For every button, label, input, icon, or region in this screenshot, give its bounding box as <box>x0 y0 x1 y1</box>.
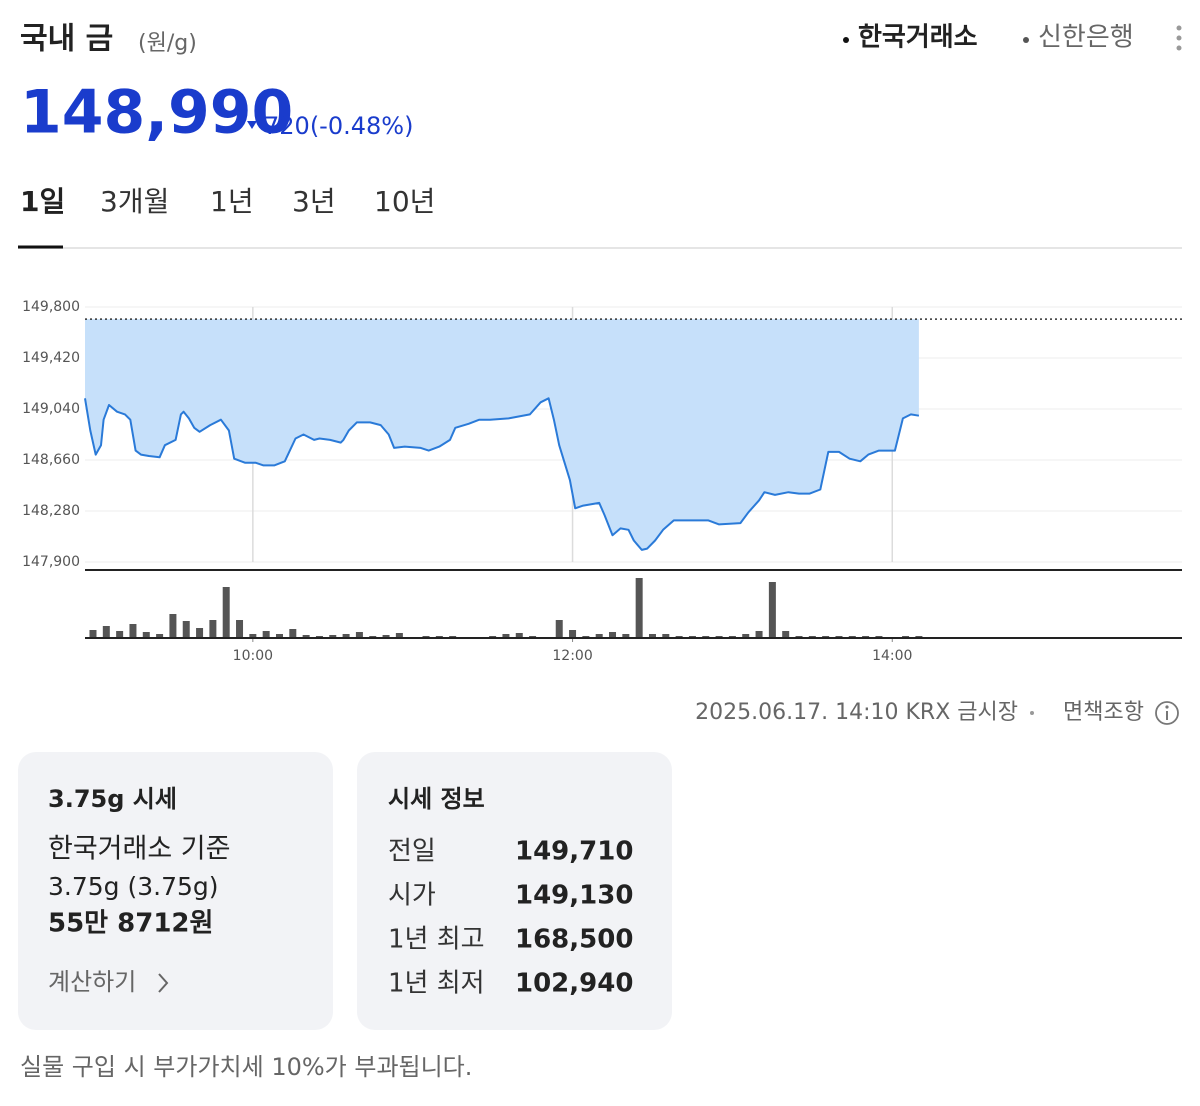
note: 실물 구입 시 부가가치세 10%가 부과됩니다. <box>20 1053 472 1081</box>
tabs: 1일 3개월 1년 3년 10년 <box>20 185 435 218</box>
volume-bar <box>662 634 670 638</box>
calc-link[interactable]: 계산하기 <box>48 968 136 996</box>
price-line <box>84 397 920 551</box>
y-tick-label: 147,900 <box>22 554 80 570</box>
disclaimer[interactable]: 면책조항 <box>1063 700 1144 725</box>
area-fill <box>85 319 919 550</box>
volume-bar <box>302 635 310 638</box>
card <box>18 752 333 1030</box>
info-value: 149,130 <box>515 881 633 911</box>
volume-bar <box>102 626 110 638</box>
tab[interactable]: 3년 <box>292 185 336 218</box>
volume-bar <box>622 634 630 638</box>
card-title: 시세 정보 <box>388 785 485 813</box>
info-icon[interactable] <box>1155 701 1179 725</box>
bullet <box>843 37 849 43</box>
info-value: 168,500 <box>515 925 633 955</box>
y-tick-label: 149,040 <box>22 401 80 417</box>
volume-bar <box>635 578 643 638</box>
info-label: 시가 <box>388 881 436 911</box>
volume-bar <box>555 620 563 638</box>
volume-bar <box>648 634 656 638</box>
volume-bar <box>116 631 124 638</box>
volume-bar <box>196 628 204 638</box>
timestamp: 2025.06.17. 14:10 <box>695 700 898 725</box>
volume-bar <box>609 632 617 638</box>
volume-bar <box>382 635 390 638</box>
volume-bar <box>515 633 523 638</box>
card-line: 3.75g (3.75g) <box>48 872 219 901</box>
tab[interactable]: 3개월 <box>100 185 169 218</box>
volume-bar <box>768 582 776 638</box>
volume-bar <box>169 614 177 638</box>
volume-bar <box>262 631 270 638</box>
price-change: 720(-0.48%) <box>264 112 413 140</box>
change-pct: (-0.48%) <box>310 112 414 140</box>
volume-bar <box>342 634 350 638</box>
market: KRX 금시장 <box>906 700 1019 725</box>
x-tick-label: 10:00 <box>233 648 273 664</box>
tab[interactable]: 1일 <box>20 185 65 218</box>
separator <box>1030 711 1034 715</box>
info-label: 전일 <box>388 837 436 867</box>
chevron <box>158 973 169 993</box>
unit: (원/g) <box>138 31 197 56</box>
source-tab[interactable]: 신한은행 <box>1038 23 1134 53</box>
info-label: 1년 최고 <box>388 925 485 955</box>
volume-bar <box>156 634 164 638</box>
volume-bar <box>249 634 257 638</box>
volume-bar <box>209 620 217 638</box>
info-rows: 전일 149,710 시가 149,130 1년 최고 168,500 1년 최저 102,9… <box>388 837 633 999</box>
volume-bar <box>275 634 283 638</box>
volume-bar <box>142 632 150 638</box>
card-line: 한국거래소 기준 <box>48 834 230 865</box>
volume-bar <box>782 631 790 638</box>
tab[interactable]: 10년 <box>374 185 435 218</box>
volume-bar <box>329 635 337 638</box>
change: 720 <box>264 112 310 140</box>
chart: 147,900 148,280 148,660 149,040 149,420 149,8… <box>22 299 1182 664</box>
volume-bar <box>595 634 603 638</box>
volume-bar <box>89 630 97 638</box>
source-info: 2025.06.17. 14:10 KRX 금시장 <box>695 700 1018 725</box>
more-menu[interactable] <box>1176 25 1182 51</box>
card <box>357 752 672 1030</box>
x-tick-label: 12:00 <box>552 648 592 664</box>
source-tab[interactable]: 한국거래소 <box>858 23 978 53</box>
volume-bar <box>569 630 577 638</box>
info-value: 102,940 <box>515 969 633 999</box>
card-title: 3.75g 시세 <box>48 785 177 813</box>
info-value: 149,710 <box>515 837 633 867</box>
tab[interactable]: 1년 <box>210 185 254 218</box>
y-tick-label: 149,420 <box>22 350 80 366</box>
volume-bar <box>755 631 763 638</box>
y-tick-label: 149,800 <box>22 299 80 315</box>
bullet <box>1023 37 1029 43</box>
volume-bar <box>395 633 403 638</box>
price: 148,990 <box>20 78 293 148</box>
y-tick-label: 148,660 <box>22 452 80 468</box>
title: 국내 금 <box>20 22 113 57</box>
volume-bar <box>742 634 750 638</box>
card-amount: 55만 8712원 <box>48 909 213 939</box>
volume-bar <box>355 632 363 638</box>
volume-bar <box>502 634 510 638</box>
volume-bar <box>182 621 190 638</box>
volume-bar <box>289 629 297 638</box>
down-arrow <box>247 121 257 129</box>
volume-bar <box>222 587 230 638</box>
x-tick-label: 14:00 <box>872 648 912 664</box>
volume-bar <box>129 624 137 638</box>
volume-bar <box>236 620 244 638</box>
y-tick-label: 148,280 <box>22 503 80 519</box>
info-label: 1년 최저 <box>388 969 485 999</box>
